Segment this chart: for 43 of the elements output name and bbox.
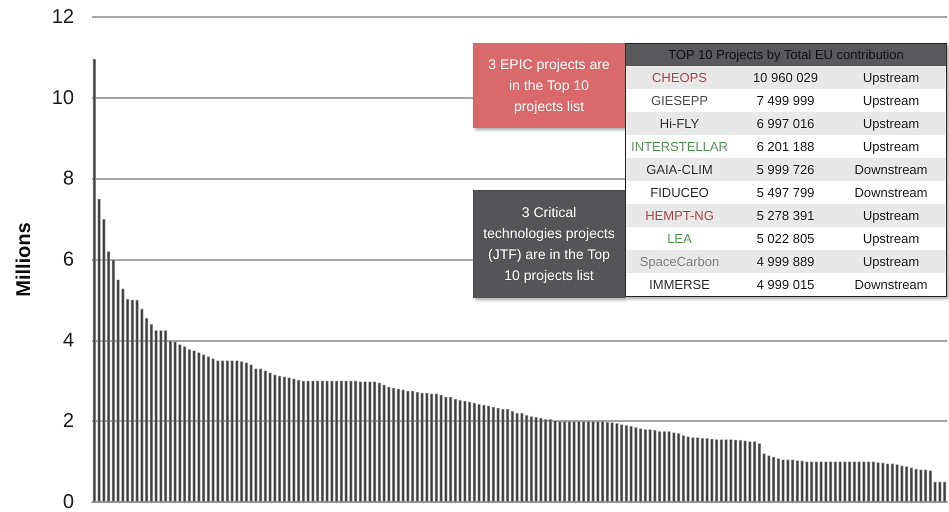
annotation: Upstream (862, 138, 920, 156)
annotation: HEMPT-NG (644, 207, 715, 225)
annotation: IMMERSE (648, 276, 711, 294)
y-axis-title: Millions (13, 222, 35, 297)
annotation: 7 499 999 (756, 92, 816, 110)
annotation: GIESEPP (650, 92, 710, 110)
annotation: TOP 10 Projects by Total EU contribution (626, 44, 946, 66)
annotation: LEA (666, 230, 693, 248)
annotation: 10 960 029 (752, 69, 820, 87)
annotation: 3 Critical technologies projects (JTF) are in the Top 10 projects list (483, 203, 615, 285)
annotation: SpaceCarbon (638, 253, 720, 271)
annotation: 6 997 016 (756, 115, 816, 133)
annotation: FIDUCEO (649, 184, 710, 202)
y-tick-label: 2 (62, 410, 74, 432)
annotation: Upstream (862, 69, 920, 87)
annotation: 6 201 188 (756, 138, 816, 156)
annotation: 5 278 391 (756, 207, 816, 225)
callout-box: 3 Critical technologies projects (JTF) are in the Top 10 projects list (473, 190, 625, 298)
annotation: CHEOPS (651, 69, 708, 87)
annotation: Upstream (862, 230, 920, 248)
annotation: 4 999 889 (756, 253, 816, 271)
annotation: Downstream (854, 161, 928, 179)
annotation: Upstream (862, 207, 920, 225)
annotation: Downstream (854, 276, 928, 294)
y-tick-label: 10 (52, 86, 74, 109)
callout-box: 3 EPIC projects are in the Top 10 projects list (473, 43, 625, 128)
y-tick-label: 12 (52, 6, 74, 28)
y-tick-label: 8 (62, 168, 74, 190)
annotation: 5 497 799 (756, 184, 816, 202)
annotation: 5 999 726 (756, 161, 816, 179)
annotation: 4 999 015 (756, 276, 816, 294)
annotation: 3 EPIC projects are in the Top 10 projects list (487, 55, 611, 116)
annotation: 5 022 805 (756, 230, 816, 248)
annotation: Hi-FLY (658, 115, 700, 133)
annotation: INTERSTELLAR (630, 138, 729, 156)
annotation: Upstream (862, 115, 920, 133)
annotation: Upstream (862, 253, 920, 271)
annotation: Downstream (854, 184, 928, 202)
y-tick-label: 4 (62, 329, 74, 352)
y-tick-label: 0 (62, 491, 74, 512)
annotation: GAIA-CLIM (645, 161, 714, 179)
y-tick-label: 6 (62, 248, 74, 270)
annotation: Upstream (862, 92, 920, 110)
